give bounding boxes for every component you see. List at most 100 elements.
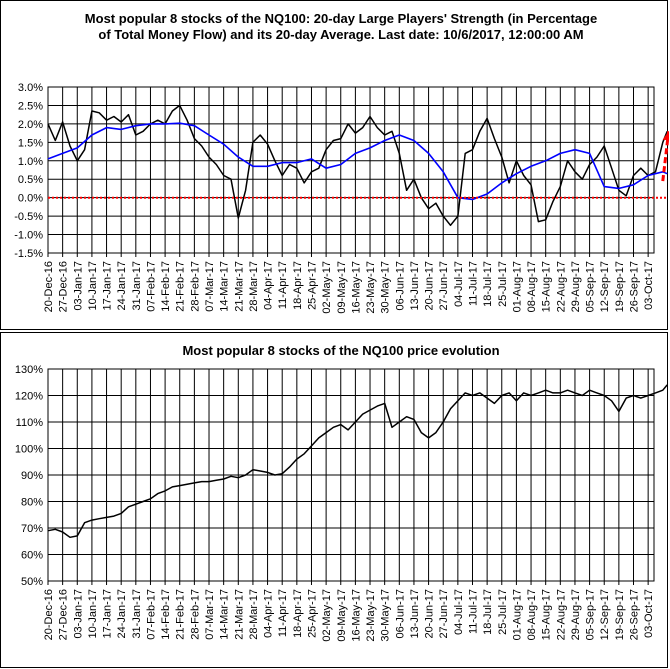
x-tick-label: 16-May-17 xyxy=(350,589,362,642)
x-tick-label: 24-Jan-17 xyxy=(116,261,128,311)
x-tick-label: 22-Aug-17 xyxy=(555,589,567,640)
y-tick-label: 70% xyxy=(21,523,43,535)
x-tick-label: 04-Apr-17 xyxy=(263,589,275,638)
x-tick-label: 12-Sep-17 xyxy=(599,589,611,640)
x-tick-label: 20-Jun-17 xyxy=(424,589,436,639)
price-chart-plot: 130% 120% 110% 100% 90% 80% 70% 60% 50%20-Dec-16… xyxy=(15,364,668,642)
x-tick-label: 28-Mar-17 xyxy=(248,261,260,312)
x-tick-label: 11-Jul-17 xyxy=(467,589,479,634)
x-tick-label: 25-Apr-17 xyxy=(306,589,318,638)
x-tick-label: 23-May-17 xyxy=(365,261,377,314)
plot-area-border xyxy=(47,86,655,254)
x-tick-label: 10-Jan-17 xyxy=(87,589,99,639)
y-tick-label: 1.0% xyxy=(18,156,43,168)
x-tick-label: 04-Jul-17 xyxy=(453,589,465,635)
strength-chart-title-line2: of Total Money Flow) and its 20-day Aver… xyxy=(98,27,584,42)
y-tick-label: 120% xyxy=(15,391,43,403)
x-tick-label: 03-Jan-17 xyxy=(72,261,84,311)
x-tick-label: 17-Jan-17 xyxy=(102,589,114,639)
x-tick-label: 08-Aug-17 xyxy=(526,589,538,640)
x-tick-label: 23-May-17 xyxy=(365,589,377,642)
x-tick-label: 15-Aug-17 xyxy=(541,589,553,640)
x-tick-label: 31-Jan-17 xyxy=(131,589,143,639)
x-tick-label: 27-Dec-16 xyxy=(58,589,70,640)
x-tick-label: 29-Aug-17 xyxy=(570,261,582,312)
y-tick-label: 0.5% xyxy=(18,174,43,186)
y-tick-label: 90% xyxy=(21,470,43,482)
x-tick-label: 15-Aug-17 xyxy=(541,261,553,312)
x-tick-label: 06-Jun-17 xyxy=(394,261,406,311)
x-tick-label: 07-Mar-17 xyxy=(204,261,216,312)
x-tick-label: 27-Jun-17 xyxy=(438,261,450,311)
x-tick-label: 30-May-17 xyxy=(380,589,392,642)
y-tick-label: 60% xyxy=(21,550,43,562)
x-tick-label: 20-Dec-16 xyxy=(43,589,55,640)
x-tick-label: 11-Jul-17 xyxy=(467,261,479,306)
x-tick-label: 04-Apr-17 xyxy=(263,261,275,310)
strength-chart-panel: Most popular 8 stocks of the NQ100: 20-d… xyxy=(0,0,669,330)
x-tick-label: 10-Jan-17 xyxy=(87,261,99,311)
x-tick-label: 26-Sep-17 xyxy=(629,589,641,640)
y-tick-label: 130% xyxy=(15,364,43,376)
x-tick-label: 11-Apr-17 xyxy=(277,261,289,309)
x-tick-label: 26-Sep-17 xyxy=(629,261,641,312)
x-tick-label: 19-Sep-17 xyxy=(614,261,626,312)
x-tick-label: 04-Jul-17 xyxy=(453,261,465,307)
x-tick-label: 01-Aug-17 xyxy=(511,261,523,312)
y-tick-label: 50% xyxy=(21,576,43,588)
strength-chart-title-line1: Most popular 8 stocks of the NQ100: 20-d… xyxy=(84,11,598,26)
x-tick-label: 06-Jun-17 xyxy=(394,589,406,639)
x-tick-label: 07-Feb-17 xyxy=(145,261,157,312)
x-tick-label: 16-May-17 xyxy=(350,261,362,314)
x-tick-label: 14-Feb-17 xyxy=(160,261,172,312)
x-tick-label: 18-Jul-17 xyxy=(482,261,494,307)
x-tick-label: 27-Jun-17 xyxy=(438,589,450,639)
x-tick-label: 28-Feb-17 xyxy=(189,261,201,312)
x-tick-label: 28-Mar-17 xyxy=(248,589,260,640)
series-line xyxy=(47,104,668,227)
x-tick-label: 03-Oct-17 xyxy=(643,589,655,638)
x-tick-label: 25-Jul-17 xyxy=(497,589,509,635)
y-tick-label: 80% xyxy=(21,497,43,509)
x-tick-label: 03-Oct-17 xyxy=(643,261,655,310)
x-tick-label: 02-May-17 xyxy=(321,261,333,314)
y-tick-label: 2.0% xyxy=(18,119,43,131)
x-tick-label: 27-Dec-16 xyxy=(58,261,70,312)
y-tick-label: 100% xyxy=(15,444,43,456)
x-tick-label: 07-Feb-17 xyxy=(145,589,157,640)
x-tick-label: 21-Mar-17 xyxy=(233,261,245,312)
x-tick-label: 14-Feb-17 xyxy=(160,589,172,640)
x-tick-label: 18-Apr-17 xyxy=(292,261,304,310)
x-tick-label: 29-Aug-17 xyxy=(570,589,582,640)
x-tick-label: 12-Sep-17 xyxy=(599,261,611,312)
x-tick-label: 18-Apr-17 xyxy=(292,589,304,638)
y-tick-label: 1.5% xyxy=(18,137,43,149)
x-tick-label: 19-Sep-17 xyxy=(614,589,626,640)
x-tick-label: 13-Jun-17 xyxy=(409,589,421,639)
x-tick-label: 30-May-17 xyxy=(380,261,392,314)
x-tick-label: 21-Mar-17 xyxy=(233,589,245,640)
x-tick-label: 08-Aug-17 xyxy=(526,261,538,312)
x-tick-label: 05-Sep-17 xyxy=(585,261,597,312)
x-tick-label: 07-Mar-17 xyxy=(204,589,216,640)
y-tick-label: -0.5% xyxy=(14,211,43,223)
x-tick-label: 20-Jun-17 xyxy=(424,261,436,311)
x-tick-label: 28-Feb-17 xyxy=(189,589,201,640)
x-tick-label: 01-Aug-17 xyxy=(511,589,523,640)
x-tick-label: 20-Dec-16 xyxy=(43,261,55,312)
y-tick-label: -1.5% xyxy=(14,248,43,260)
x-tick-label: 09-May-17 xyxy=(336,261,348,314)
x-tick-label: 03-Jan-17 xyxy=(72,589,84,639)
x-tick-label: 18-Jul-17 xyxy=(482,589,494,635)
y-tick-label: 110% xyxy=(16,417,44,429)
x-tick-label: 17-Jan-17 xyxy=(102,261,114,311)
x-tick-label: 09-May-17 xyxy=(336,589,348,642)
x-tick-label: 21-Feb-17 xyxy=(175,589,187,640)
price-chart-title: Most popular 8 stocks of the NQ100 price… xyxy=(182,343,500,358)
x-tick-label: 24-Jan-17 xyxy=(116,589,128,639)
x-tick-label: 25-Apr-17 xyxy=(306,261,318,310)
x-tick-label: 02-May-17 xyxy=(321,589,333,642)
plot-area-border xyxy=(47,368,655,582)
y-tick-label: 3.0% xyxy=(18,82,43,94)
y-tick-label: -1.0% xyxy=(14,230,43,242)
